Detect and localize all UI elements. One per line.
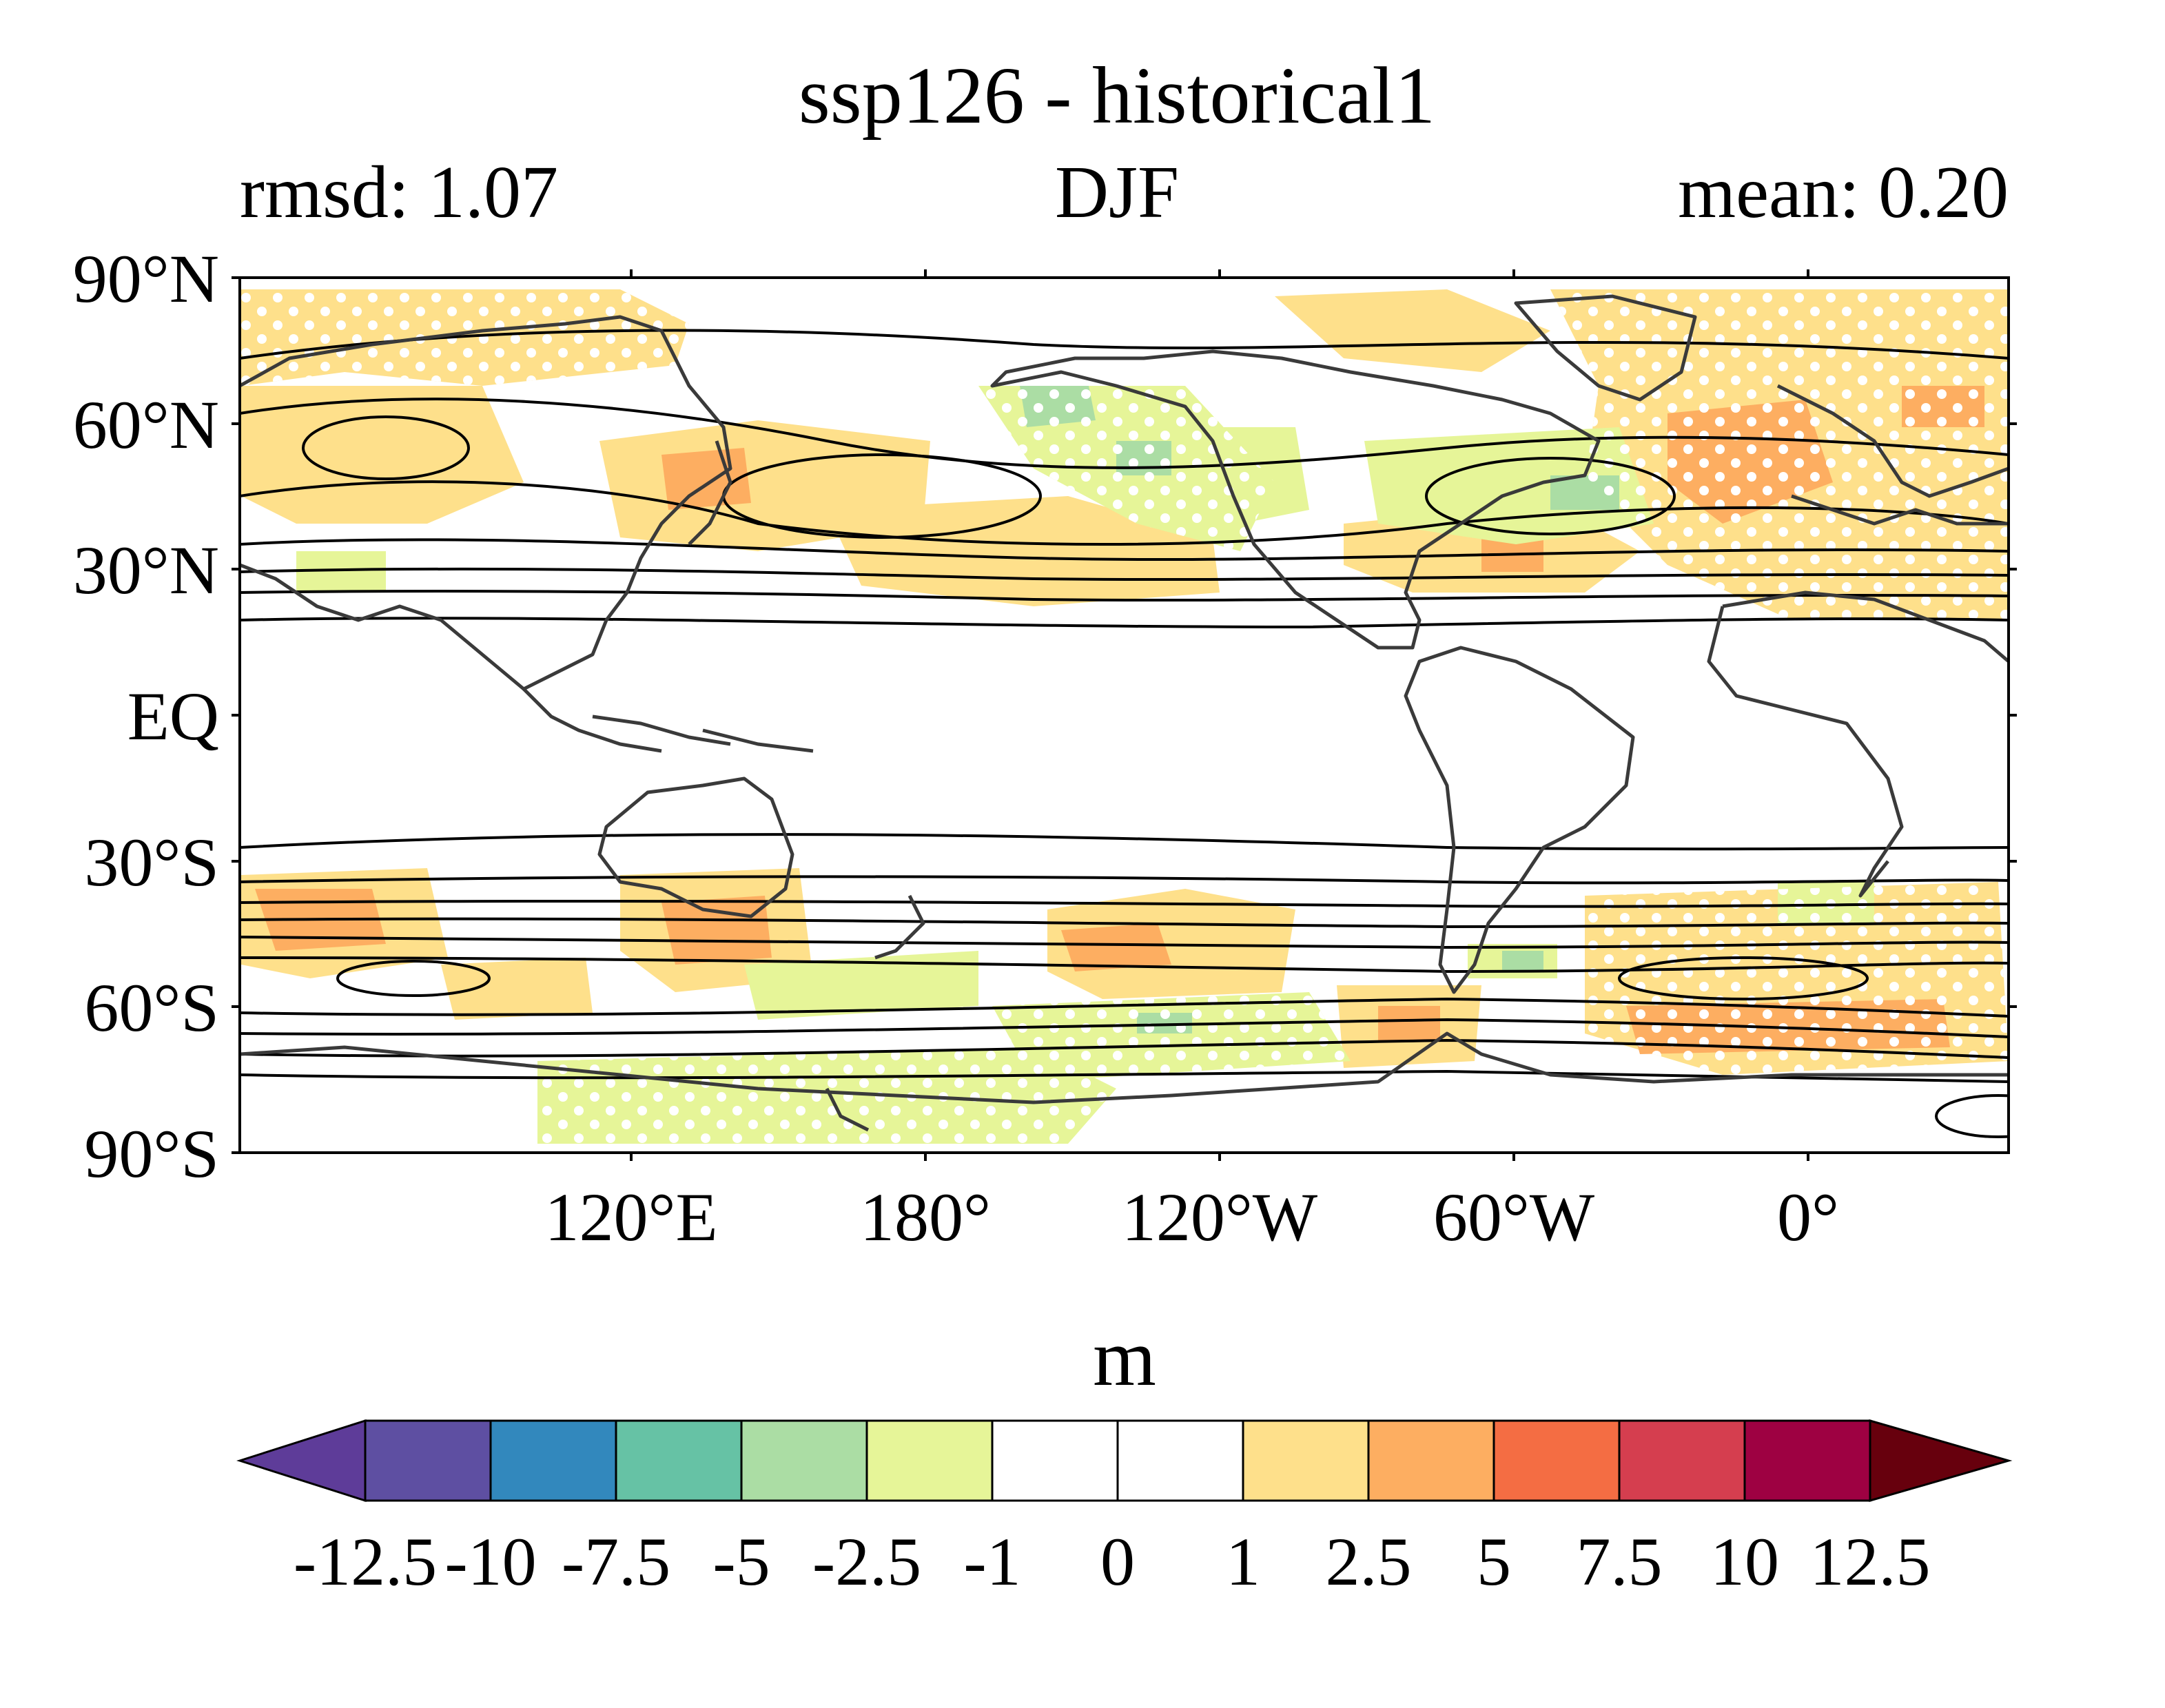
rmsd-label: rmsd: 1.07 [240,152,558,234]
colorbar-tick-label: 7.5 [1577,1523,1663,1600]
colorbar-tick-label: -7.5 [562,1523,670,1600]
lon-label-180: 180° [860,1179,991,1255]
colorbar-segment [1116,1419,1244,1502]
lon-label-120w: 120°W [1122,1179,1318,1255]
colorbar-segment [865,1419,994,1502]
colorbar-tick-label: 0 [1100,1523,1135,1600]
colorbar-segment [991,1419,1119,1502]
colorbar-tick-label: -2.5 [812,1523,921,1600]
season-label: DJF [1055,152,1179,234]
latitude-labels: 90°N 60°N 30°N EQ 30°S 60°S 90°S [73,240,219,1192]
colorbar-segments [236,1419,2013,1503]
colorbar-segment [1492,1419,1621,1502]
lat-label-60n: 60°N [73,387,219,463]
colorbar-segment [1242,1419,1370,1502]
colorbar-tick-label: -1 [963,1523,1020,1600]
mean-label: mean: 0.20 [1678,152,2009,234]
lat-label-30s: 30°S [84,824,219,901]
colorbar-tick-labels: -12.5 -10 -7.5 -5 -2.5 -1 0 1 2.5 5 7.5 10 12.5 [294,1523,1931,1600]
lon-label-60w: 60°W [1433,1179,1595,1255]
colorbar-tick-label: -5 [712,1523,770,1600]
coastlines [240,294,2009,1132]
colorbar: m -12.5 -10 -7.5 -5 -2.5 -1 0 1 2.5 5 7.5 10 12.5 [236,1313,2013,1600]
colorbar-segment [740,1419,868,1502]
colorbar-tick-label: 10 [1710,1523,1779,1600]
colorbar-tick-label: 12.5 [1810,1523,1931,1600]
colorbar-segment [1743,1419,1871,1502]
lon-label-120e: 120°E [544,1179,717,1255]
longitude-labels: 120°E 180° 120°W 60°W 0° [544,1179,1839,1255]
plot-title: ssp126 - historical1 [799,50,1435,141]
lat-label-90n: 90°N [73,240,219,317]
colorbar-extend-high [1869,1419,2013,1502]
colorbar-tick-label: 2.5 [1326,1523,1412,1600]
lat-label-60s: 60°S [84,969,219,1046]
colorbar-tick-label: -10 [444,1523,536,1600]
lat-label-30n: 30°N [73,532,219,608]
map-frame [232,269,2017,1161]
colorbar-segment [489,1419,617,1502]
colorbar-tick-label: 1 [1226,1523,1260,1600]
colorbar-segment [1367,1419,1495,1502]
colorbar-tick-label: -12.5 [294,1523,437,1600]
lat-label-eq: EQ [127,678,219,754]
significance-stippling [241,289,2009,1144]
colorbar-segment [1618,1419,1746,1502]
colorbar-segment [615,1419,743,1502]
map-panel [240,278,2009,1153]
lat-label-90s: 90°S [84,1115,219,1192]
lon-label-0: 0° [1777,1179,1839,1255]
colorbar-unit-label: m [1093,1313,1156,1403]
colorbar-tick-label: 5 [1477,1523,1511,1600]
colorbar-segment [364,1419,492,1502]
colorbar-extend-low [236,1419,367,1503]
